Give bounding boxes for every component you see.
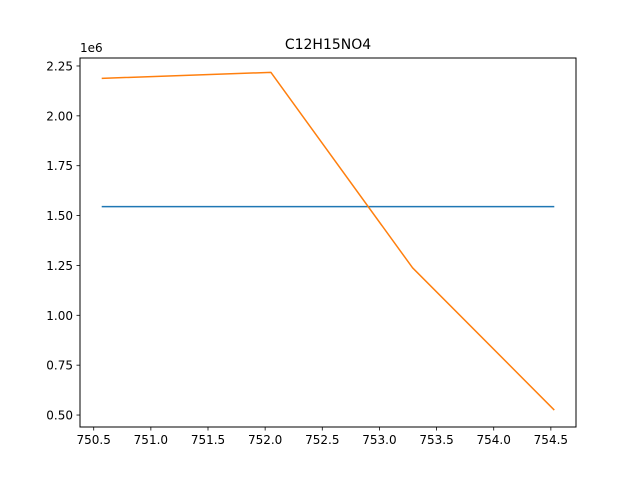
- y-tick-label: 1.75: [46, 159, 73, 173]
- y-axis: 0.50 0.75 1.00 1.25 1.50 1.75 2.00 2.25: [46, 59, 80, 423]
- x-axis: 750.5 751.0 751.5 752.0 752.5 753.0 753.5 754.0…: [77, 427, 568, 447]
- y-scale-offset-label: 1e6: [80, 41, 103, 55]
- x-tick-label: 751.0: [134, 433, 168, 447]
- x-tick-label: 754.0: [477, 433, 511, 447]
- series-line-2: [101, 71, 555, 411]
- y-tick-label: 2.25: [46, 59, 73, 73]
- y-tick-label: 1.50: [46, 209, 73, 223]
- y-tick-label: 0.75: [46, 359, 73, 373]
- x-tick-label: 751.5: [191, 433, 225, 447]
- y-tick-label: 2.00: [46, 109, 73, 123]
- y-tick-label: 1.00: [46, 309, 73, 323]
- x-tick-label: 753.0: [362, 433, 396, 447]
- x-tick-label: 752.0: [248, 433, 282, 447]
- x-tick-label: 752.5: [305, 433, 339, 447]
- chart-title: C12H15NO4: [285, 37, 371, 53]
- y-tick-label: 0.50: [46, 409, 73, 423]
- x-tick-label: 753.5: [419, 433, 453, 447]
- plot-lines: [101, 71, 555, 411]
- y-tick-label: 1.25: [46, 259, 73, 273]
- x-tick-label: 750.5: [77, 433, 111, 447]
- x-tick-label: 754.5: [534, 433, 568, 447]
- plot-frame: [79, 57, 577, 428]
